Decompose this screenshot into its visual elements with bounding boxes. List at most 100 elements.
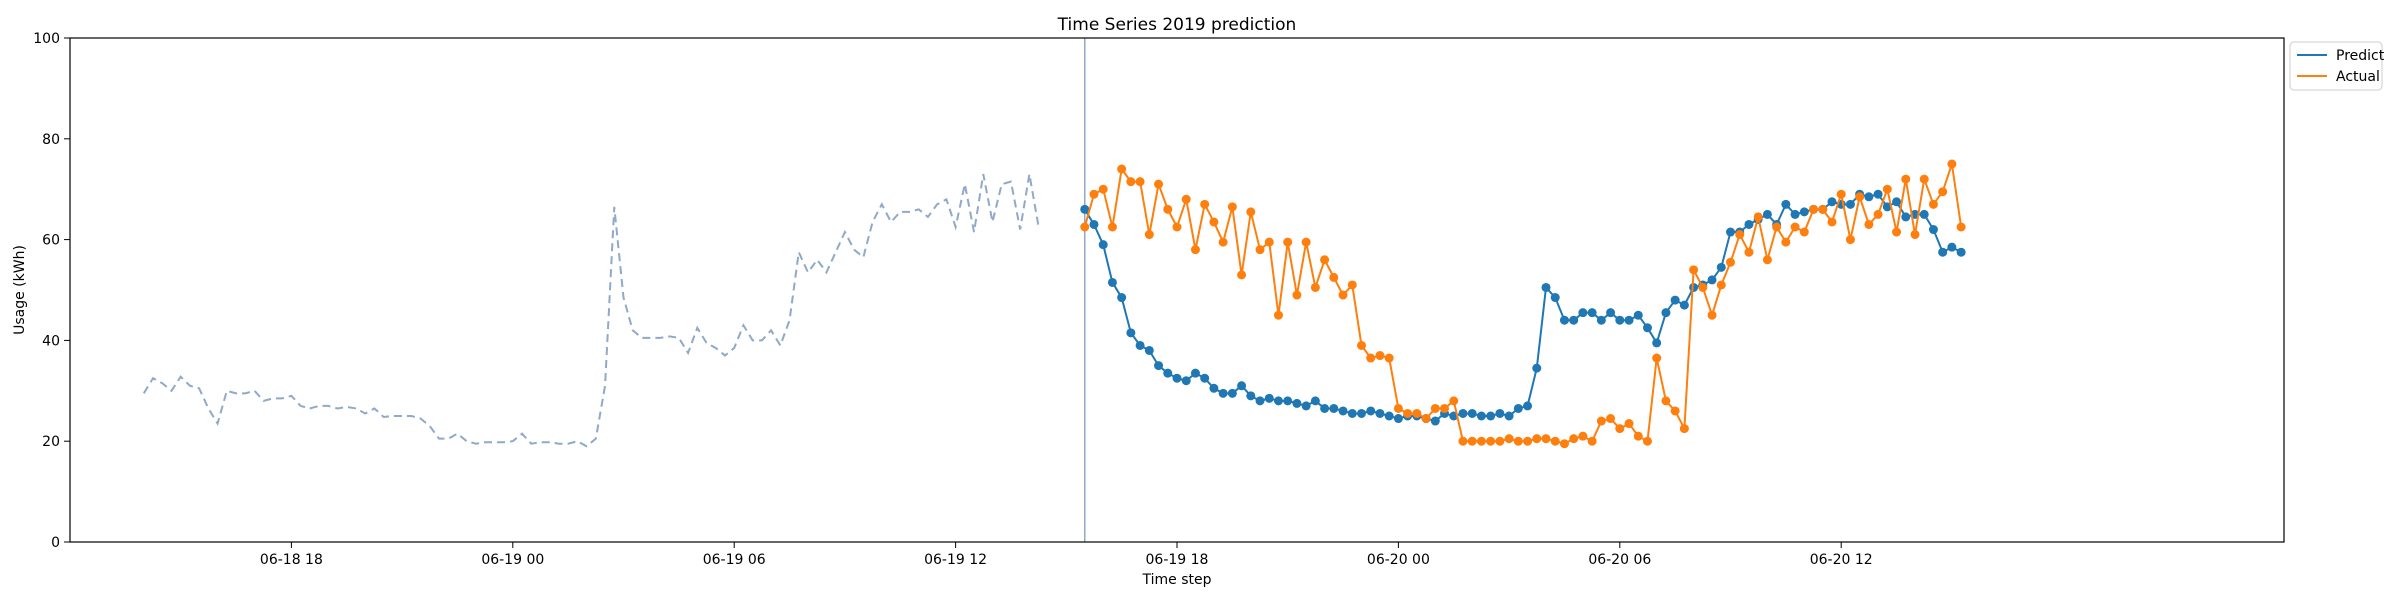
actual-point [1200,199,1210,209]
actual-point [1578,431,1588,441]
actual-point [1098,184,1108,194]
actual-point [1689,265,1699,275]
actual-point [1080,222,1090,232]
actual-point [1716,280,1726,290]
actual-point [1301,237,1311,247]
actual-point [1726,257,1735,267]
predict-point [1642,323,1652,333]
actual-point [1947,159,1957,169]
actual-point [1910,230,1920,240]
actual-point [1366,353,1376,363]
x-tick-label: 06-20 12 [1810,552,1873,568]
actual-point [1218,237,1228,247]
actual-point [1790,222,1800,232]
predict-point [1126,328,1136,338]
predict-point [1209,383,1219,393]
actual-point [1486,436,1496,446]
y-tick-label: 60 [42,233,60,249]
predict-point [1301,401,1311,411]
actual-point [1523,436,1533,446]
legend: Predict Actual [2289,41,2385,91]
actual-point [1393,403,1403,413]
predict-point [1762,209,1772,219]
predict-point [1781,199,1791,209]
predict-point [1559,315,1569,325]
y-tick-label: 40 [42,333,60,349]
predict-point [1218,388,1228,398]
actual-point [1892,227,1902,237]
actual-point [1596,416,1606,426]
actual-point [1421,414,1431,424]
actual-point [1541,434,1551,444]
actual-point [1467,436,1477,446]
actual-point [1144,230,1154,240]
predict-point [1172,373,1182,383]
actual-series [1080,159,1966,449]
actual-point [1569,434,1579,444]
y-axis: 0 20 40 60 80 100 [33,31,70,551]
predict-point [1292,398,1302,408]
actual-point [1532,434,1542,444]
x-tick-label: 06-19 12 [924,552,987,568]
actual-point [1938,187,1948,197]
actual-point [1818,204,1828,214]
predict-point [1163,368,1173,378]
actual-point [1513,436,1523,446]
legend-predict-label: Predict [2336,48,2385,64]
actual-point [1227,202,1237,212]
actual-point [1735,230,1745,240]
predict-series [1080,189,1966,426]
actual-point [1384,353,1394,363]
x-tick-label: 06-20 00 [1367,552,1430,568]
actual-series-line [1083,163,1963,445]
predict-point [1375,408,1385,418]
predict-point [1615,315,1625,325]
predict-point [1689,282,1699,292]
predict-point [1596,315,1606,325]
predict-point [1283,396,1293,406]
predict-point [1154,361,1164,371]
predict-point [1430,416,1440,426]
actual-point [1283,237,1293,247]
actual-point [1882,184,1892,194]
predict-point [1227,388,1237,398]
predict-point [1845,199,1855,209]
actual-point [1209,217,1219,227]
predict-point [1310,396,1320,406]
predict-point [1523,401,1533,411]
actual-point [1089,189,1099,199]
actual-point [1347,280,1357,290]
actual-point [1357,340,1366,350]
actual-point [1642,436,1652,446]
predict-point [1237,381,1247,391]
predict-point [1476,411,1486,421]
actual-point [1476,436,1486,446]
actual-point [1458,436,1468,446]
actual-point [1273,310,1283,320]
actual-point [1430,403,1440,413]
x-tick-label: 06-19 18 [1146,552,1209,568]
predict-point [1458,408,1468,418]
predict-point [1181,376,1191,386]
actual-point [1338,290,1348,300]
actual-point [1255,245,1265,255]
actual-point [1781,237,1791,247]
predict-point [1117,293,1127,303]
predict-point [1587,308,1597,318]
actual-point [1154,179,1164,189]
actual-point [1126,177,1136,187]
actual-point [1107,222,1117,232]
predict-point [1569,315,1579,325]
actual-point [1956,222,1966,232]
predict-point [1347,408,1357,418]
actual-point [1504,434,1514,444]
actual-point [1403,408,1413,418]
predict-point [1144,345,1154,355]
actual-point [1163,204,1173,214]
predict-point [1550,293,1560,303]
predict-point [1190,368,1200,378]
predict-point [1080,204,1090,214]
predict-point [1624,315,1634,325]
